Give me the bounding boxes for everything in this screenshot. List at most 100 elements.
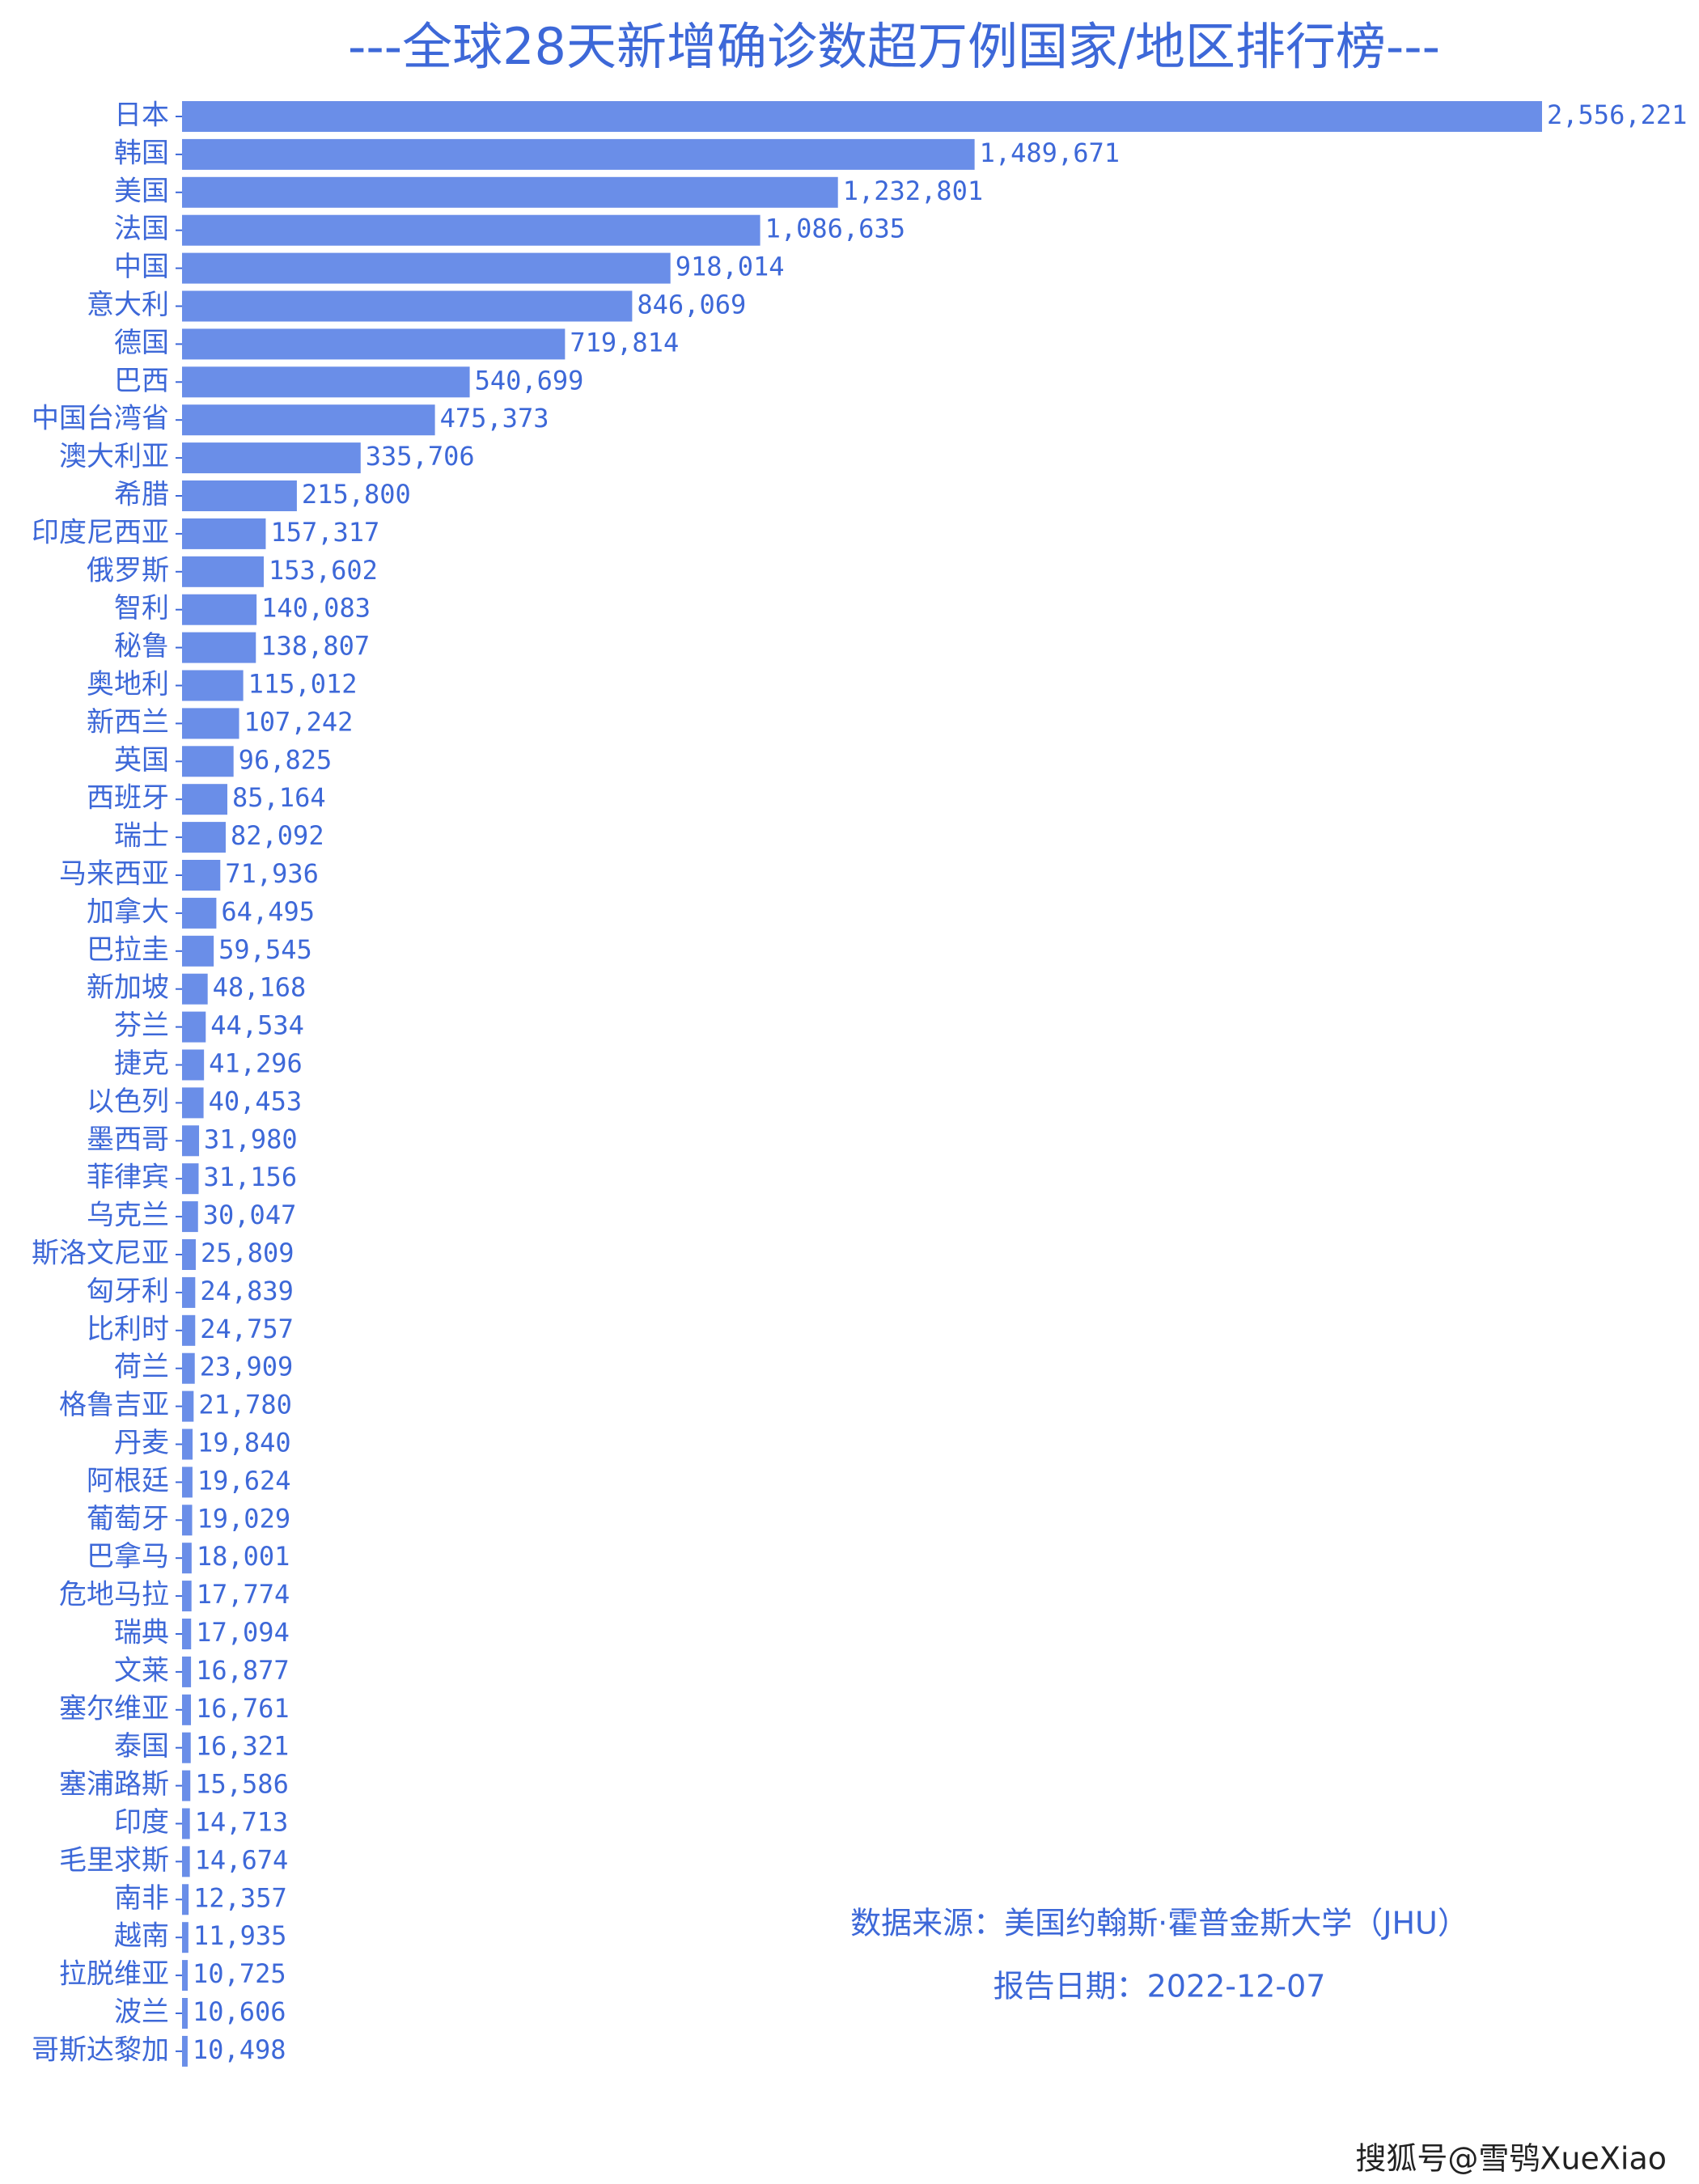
value-label: 918,014: [676, 252, 785, 282]
value-label: 21,780: [198, 1390, 292, 1420]
bar: [182, 442, 361, 474]
value-label: 44,534: [210, 1010, 304, 1041]
value-label: 16,877: [196, 1655, 290, 1686]
report-date: 报告日期：2022-12-07: [994, 1969, 1326, 2004]
value-label: 12,357: [193, 1882, 287, 1913]
value-label: 19,624: [197, 1465, 291, 1496]
bar: [182, 214, 761, 246]
y-tick-label: 格鲁吉亚: [59, 1389, 169, 1421]
value-label: 85,164: [232, 782, 326, 813]
bar: [182, 1201, 198, 1233]
bar: [182, 1011, 206, 1043]
bar: [182, 1581, 192, 1612]
value-label: 96,825: [239, 744, 333, 775]
value-label: 138,807: [261, 631, 370, 662]
bar: [182, 746, 234, 777]
value-label: 15,586: [195, 1769, 289, 1800]
bar: [182, 1922, 189, 1953]
y-tick-label: 新加坡: [87, 971, 169, 1004]
bar: [182, 1694, 192, 1725]
y-tick-label: 希腊: [114, 479, 169, 511]
value-label: 14,713: [195, 1807, 289, 1838]
value-label: 10,606: [193, 1996, 286, 2027]
value-label: 1,086,635: [765, 214, 905, 244]
chart-title: ---全球28天新增确诊数超万例国家/地区排行榜---: [348, 17, 1440, 76]
bar: [182, 973, 208, 1005]
value-label: 846,069: [637, 290, 746, 320]
bar: [182, 670, 244, 701]
value-label: 719,814: [570, 327, 679, 358]
y-tick-label: 乌克兰: [87, 1200, 169, 1232]
y-tick-label: 韩国: [114, 137, 169, 169]
y-tick-label: 日本: [114, 99, 169, 132]
value-label: 25,809: [201, 1238, 294, 1268]
bar: [182, 556, 265, 587]
bar: [182, 101, 1542, 132]
value-label: 10,498: [193, 2034, 286, 2065]
bar: [182, 1543, 192, 1574]
value-label: 30,047: [203, 1200, 297, 1230]
value-label: 14,674: [195, 1844, 289, 1875]
value-label: 16,321: [196, 1731, 290, 1762]
bar: [182, 1276, 196, 1308]
y-tick-label: 以色列: [87, 1086, 169, 1118]
y-tick-label: 越南: [114, 1920, 169, 1953]
bar: [182, 1428, 193, 1460]
bar: [182, 328, 566, 360]
bar: [182, 176, 838, 208]
y-tick-label: 秘鲁: [114, 630, 169, 662]
y-tick-label: 捷克: [114, 1048, 169, 1080]
bar: [182, 632, 256, 663]
y-tick-label: 新西兰: [87, 706, 169, 739]
y-tick-label: 毛里求斯: [59, 1844, 169, 1877]
bar: [182, 860, 221, 891]
y-tick-label: 德国: [114, 327, 169, 359]
value-label: 157,317: [270, 517, 379, 548]
y-tick-label: 智利: [114, 592, 169, 624]
bar: [182, 1314, 196, 1346]
value-label: 59,545: [218, 934, 312, 965]
value-label: 17,094: [196, 1617, 290, 1648]
y-tick-label: 葡萄牙: [87, 1503, 169, 1535]
bar: [182, 784, 228, 815]
value-label: 23,909: [200, 1352, 294, 1382]
bar: [182, 1049, 205, 1081]
value-label: 40,453: [209, 1086, 303, 1116]
y-tick-label: 文莱: [114, 1654, 169, 1687]
y-tick-label: 加拿大: [87, 895, 169, 928]
y-tick-label: 南非: [114, 1882, 169, 1915]
value-label: 153,602: [269, 555, 378, 586]
bar: [182, 1087, 204, 1119]
bar: [182, 366, 470, 398]
bar: [182, 404, 435, 436]
bar: [182, 708, 239, 739]
y-tick-label: 澳大利亚: [59, 441, 169, 473]
y-tick-label: 匈牙利: [87, 1275, 169, 1307]
watermark: 搜狐号@雪鸮XueXiao: [1355, 2141, 1667, 2177]
value-label: 48,168: [213, 972, 307, 1003]
bar: [182, 2035, 188, 2067]
bar: [182, 252, 671, 284]
y-tick-label: 美国: [114, 175, 169, 207]
y-tick-label: 塞浦路斯: [59, 1768, 169, 1801]
y-tick-label: 拉脱维亚: [59, 1958, 169, 1991]
y-tick-label: 俄罗斯: [87, 554, 169, 586]
y-tick-label: 印度: [114, 1806, 169, 1839]
bar: [182, 1656, 192, 1687]
bar: [182, 1998, 188, 2029]
value-label: 107,242: [244, 706, 354, 737]
value-label: 19,840: [197, 1428, 291, 1458]
y-tick-label: 中国: [114, 251, 169, 283]
y-tick-label: 阿根廷: [87, 1465, 169, 1497]
bar: [182, 1125, 200, 1157]
y-tick-label: 荷兰: [114, 1351, 169, 1383]
value-label: 335,706: [366, 441, 475, 472]
y-tick-label: 西班牙: [87, 782, 169, 815]
value-label: 10,725: [193, 1958, 286, 1989]
bar: [182, 1884, 189, 1915]
y-tick-label: 中国台湾省: [32, 403, 169, 435]
y-tick-label: 英国: [114, 744, 169, 777]
bar: [182, 518, 266, 549]
bar: [182, 480, 297, 511]
value-label: 64,495: [221, 896, 315, 927]
